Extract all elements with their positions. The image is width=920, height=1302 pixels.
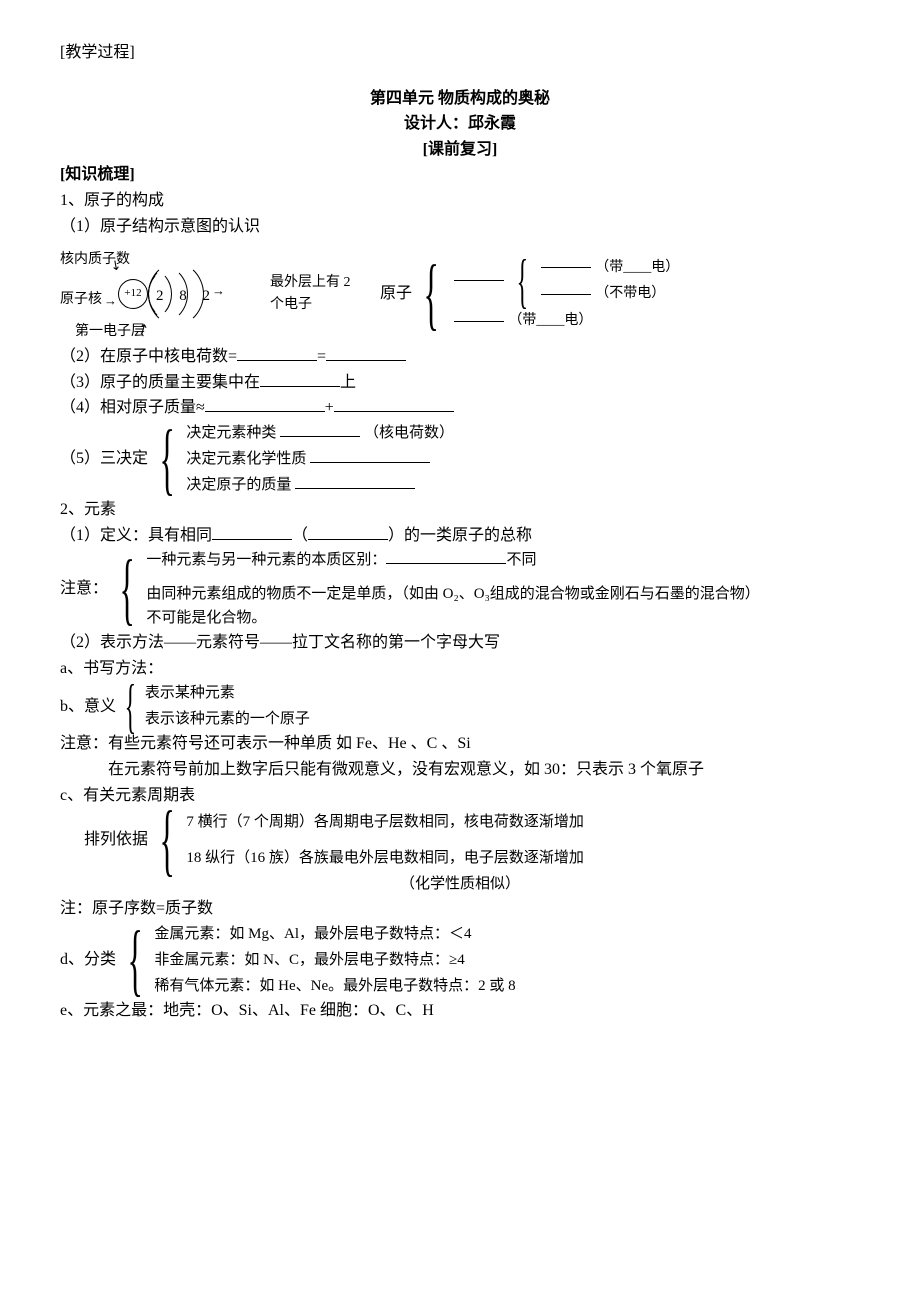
atom-word: 原子 xyxy=(380,281,412,307)
p1c: ）的一类原子的总称 xyxy=(388,527,532,544)
p1b: （ xyxy=(292,527,308,544)
p5b: 决定元素化学性质 xyxy=(186,451,306,467)
shell-numbers: 2 8 2 xyxy=(156,284,216,308)
s2-p1: （1）定义：具有相同 （ ）的一类原子的总称 xyxy=(60,523,860,549)
s2-note-block: 注意： { 一种元素与另一种元素的本质区别： 不同 由同种元素组成的物质不一定是单… xyxy=(60,548,860,630)
nucleus-label: 原子核 xyxy=(60,289,102,311)
pb2: 表示该种元素的一个原子 xyxy=(145,707,310,731)
blank xyxy=(295,473,415,489)
blank xyxy=(212,523,292,540)
blank-line xyxy=(541,294,591,295)
blank xyxy=(386,548,506,564)
blank xyxy=(308,523,388,540)
designer-line: 设计人：邱永霞 xyxy=(60,111,860,137)
pc2: 18 纵行（16 族）各族最电外层电数相同，电子层数逐渐增加 xyxy=(186,846,584,870)
s2-pb: b、意义 { 表示某种元素 表示该种元素的一个原子 xyxy=(60,681,860,731)
brace-icon: { xyxy=(120,557,135,621)
pb1: 表示某种元素 xyxy=(145,681,310,705)
pc-label: 排列依据 xyxy=(84,827,148,853)
unit-title: 第四单元 物质构成的奥秘 xyxy=(60,86,860,112)
three-decides: 决定元素种类 （核电荷数） 决定元素化学性质 决定原子的质量 xyxy=(186,421,454,497)
atom-diagram: 核内质子数 ↘ 原子核 → 第一电子层 ↗ +12 2 8 2 → xyxy=(60,249,260,339)
p2a: （2）在原子中核电荷数= xyxy=(60,348,237,365)
s2-pe: e、元素之最：地壳：O、Si、Al、Fe 细胞：O、C、H xyxy=(60,998,860,1024)
arrow-icon: → xyxy=(212,281,225,302)
s2-pc-block: 排列依据 { 7 横行（7 个周期）各周期电子层数相同，核电荷数逐渐增加 18 … xyxy=(84,808,860,872)
prestudy-label: [课前复习] xyxy=(60,137,860,163)
blank xyxy=(260,370,340,387)
brace-icon: { xyxy=(125,681,137,731)
periodic-list: 7 横行（7 个周期）各周期电子层数相同，核电荷数逐渐增加 18 纵行（16 族… xyxy=(186,810,584,870)
blank xyxy=(205,395,325,412)
charge-b: （不带电） xyxy=(595,283,665,305)
s2-note2b: 在元素符号前加上数字后只能有微观意义，没有宏观意义，如 30：只表示 3 个氧原… xyxy=(108,757,860,783)
brace-icon: { xyxy=(128,928,143,992)
p4a: （4）相对原子质量≈ xyxy=(60,399,205,416)
process-label: [教学过程] xyxy=(60,40,860,66)
pd-label: d、分类 xyxy=(60,947,116,973)
note-b: 由同种元素组成的物质不一定是单质，（如由 O₂、O₃组成的混合物或金刚石与石墨的… xyxy=(146,582,766,630)
pd3: 稀有气体元素：如 He、Ne。最外层电子数特点：2 或 8 xyxy=(154,974,515,998)
outer-shell-label: 最外层上有 2 个电子 xyxy=(270,272,380,317)
p3a: （3）原子的质量主要集中在 xyxy=(60,374,260,391)
page: [教学过程] 第四单元 物质构成的奥秘 设计人：邱永霞 [课前复习] [知识梳理… xyxy=(0,0,920,1302)
pd2: 非金属元素：如 N、C，最外层电子数特点：≥4 xyxy=(154,948,515,972)
s2-p2: （2）表示方法——元素符号——拉丁文名称的第一个字母大写 xyxy=(60,630,860,656)
s2-note3: 注：原子序数=质子数 xyxy=(60,896,860,922)
s2-pc: c、有关元素周期表 xyxy=(60,783,860,809)
atom-parts: { （带____电） （不带电） （带____电） xyxy=(450,256,679,332)
s2-pd: d、分类 { 金属元素：如 Mg、Al，最外层电子数特点：＜4 非金属元素：如 … xyxy=(60,922,860,998)
knowledge-heading: [知识梳理] xyxy=(60,162,860,188)
blank xyxy=(280,421,360,437)
s1-p4: （4）相对原子质量≈ + xyxy=(60,395,860,421)
brace-icon: { xyxy=(160,808,175,872)
brace-icon: { xyxy=(160,427,175,491)
s2-note2a: 注意：有些元素符号还可表示一种单质 如 Fe、He 、C 、Si xyxy=(60,731,860,757)
blank-line xyxy=(541,267,591,268)
blank-line xyxy=(454,321,504,322)
arrow-icon: → xyxy=(104,291,117,312)
blank xyxy=(310,447,430,463)
pc3: （化学性质相似） xyxy=(60,872,860,896)
s2-heading: 2、元素 xyxy=(60,497,860,523)
atom-part-top: { （带____电） （不带电） xyxy=(450,256,679,306)
s1-p2: （2）在原子中核电荷数= = xyxy=(60,344,860,370)
blank xyxy=(237,344,317,361)
p3b: 上 xyxy=(340,374,356,391)
classify-list: 金属元素：如 Mg、Al，最外层电子数特点：＜4 非金属元素：如 N、C，最外层… xyxy=(154,922,515,998)
blank xyxy=(326,344,406,361)
p5a: 决定元素种类 xyxy=(186,425,276,441)
atom-diagram-row: 核内质子数 ↘ 原子核 → 第一电子层 ↗ +12 2 8 2 → 最外层上有 … xyxy=(60,249,860,339)
atom-brace-group: 原子 { { （带____电） （不带电） （带____电） xyxy=(380,256,679,332)
s1-p3: （3）原子的质量主要集中在 上 xyxy=(60,370,860,396)
outer-a: 最外层上有 2 xyxy=(270,272,380,294)
blank-line xyxy=(454,280,504,281)
p4b: + xyxy=(325,399,334,416)
note-content: 一种元素与另一种元素的本质区别： 不同 由同种元素组成的物质不一定是单质，（如由 … xyxy=(146,548,766,630)
brace-icon: { xyxy=(424,262,439,326)
atom-part-bottom: （带____电） xyxy=(450,310,679,332)
s1-p5: （5）三决定 { 决定元素种类 （核电荷数） 决定元素化学性质 决定原子的质量 xyxy=(60,421,860,497)
s1-heading: 1、原子的构成 xyxy=(60,188,860,214)
s2-pa: a、书写方法： xyxy=(60,656,860,682)
note-label: 注意： xyxy=(60,576,108,602)
note-a2: 不同 xyxy=(506,552,536,568)
s1-p1: （1）原子结构示意图的认识 xyxy=(60,214,860,240)
p5-label: （5）三决定 xyxy=(60,446,148,472)
p5a2: （核电荷数） xyxy=(364,425,454,441)
meaning-list: 表示某种元素 表示该种元素的一个原子 xyxy=(145,681,310,731)
outer-b: 个电子 xyxy=(270,294,380,316)
pb-label: b、意义 xyxy=(60,694,116,720)
note-a1: 一种元素与另一种元素的本质区别： xyxy=(146,552,386,568)
p2b: = xyxy=(317,348,326,365)
pc1: 7 横行（7 个周期）各周期电子层数相同，核电荷数逐渐增加 xyxy=(186,810,584,834)
blank xyxy=(334,395,454,412)
p5c: 决定原子的质量 xyxy=(186,477,291,493)
p1a: （1）定义：具有相同 xyxy=(60,527,212,544)
charge-a: （带____电） xyxy=(595,257,679,279)
brace-icon: { xyxy=(517,256,529,306)
pd1: 金属元素：如 Mg、Al，最外层电子数特点：＜4 xyxy=(154,922,515,946)
